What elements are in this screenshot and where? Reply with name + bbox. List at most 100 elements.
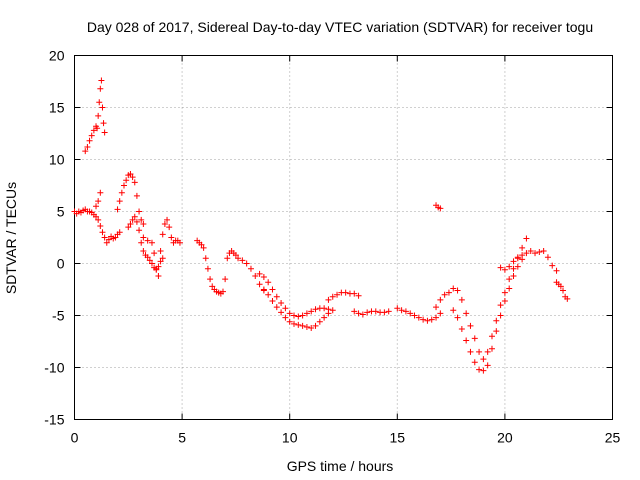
data-point	[467, 348, 474, 355]
data-point	[415, 314, 422, 321]
data-point	[116, 229, 123, 236]
grid	[74, 55, 613, 420]
data-point	[101, 234, 108, 241]
data-point	[510, 265, 517, 272]
data-point	[351, 290, 358, 297]
data-point	[282, 314, 289, 321]
data-point	[467, 322, 474, 329]
data-point	[471, 335, 478, 342]
data-point	[493, 328, 500, 335]
data-point	[445, 289, 452, 296]
data-points	[71, 77, 571, 374]
data-point	[157, 248, 164, 255]
data-point	[424, 317, 431, 324]
data-point	[209, 283, 216, 290]
data-point	[273, 304, 280, 311]
data-point	[114, 206, 121, 213]
data-point	[120, 182, 127, 189]
data-point	[159, 255, 166, 262]
data-point	[411, 312, 418, 319]
data-point	[93, 213, 100, 220]
data-point	[557, 283, 564, 290]
data-point	[484, 348, 491, 355]
data-point	[278, 300, 285, 307]
data-point	[308, 308, 315, 315]
data-point	[260, 287, 267, 294]
data-point	[476, 348, 483, 355]
data-point	[176, 239, 183, 246]
data-point	[321, 305, 328, 312]
data-point	[138, 239, 145, 246]
data-point	[131, 213, 138, 220]
data-point	[480, 356, 487, 363]
data-point	[514, 254, 521, 261]
data-point	[90, 127, 97, 134]
data-point	[441, 291, 448, 298]
data-point	[86, 137, 93, 144]
data-point	[325, 310, 332, 317]
data-point	[148, 260, 155, 267]
data-point	[312, 306, 319, 313]
data-point	[265, 279, 272, 286]
y-tick-label: 10	[49, 152, 65, 168]
data-point	[519, 252, 526, 259]
data-point	[265, 291, 272, 298]
data-point	[103, 239, 110, 246]
data-point	[506, 276, 513, 283]
data-point	[433, 314, 440, 321]
data-point	[291, 312, 298, 319]
x-tick-label: 10	[282, 430, 298, 446]
data-point	[299, 322, 306, 329]
data-point	[532, 250, 539, 257]
data-point	[458, 326, 465, 333]
data-point	[501, 289, 508, 296]
data-point	[243, 260, 250, 267]
data-point	[316, 318, 323, 325]
data-point	[540, 248, 547, 255]
data-point	[155, 272, 162, 279]
data-point	[420, 316, 427, 323]
data-point	[148, 239, 155, 246]
data-point	[96, 99, 103, 106]
data-point	[95, 198, 102, 205]
data-point	[295, 313, 302, 320]
y-tick-label: -5	[52, 308, 65, 324]
data-point	[458, 296, 465, 303]
data-point	[450, 307, 457, 314]
data-point	[256, 270, 263, 277]
data-point	[200, 244, 207, 251]
data-point	[506, 285, 513, 292]
data-point	[560, 287, 567, 294]
data-point	[312, 322, 319, 329]
y-axis-label: SDTVAR / TECUs	[3, 182, 19, 294]
data-point	[282, 305, 289, 312]
data-point	[437, 296, 444, 303]
chart-title: Day 028 of 2017, Sidereal Day-to-day VTE…	[87, 19, 593, 35]
data-point	[523, 250, 530, 257]
data-point	[84, 144, 91, 151]
data-point	[484, 362, 491, 369]
data-point	[510, 272, 517, 279]
data-point	[232, 252, 239, 259]
data-point	[97, 223, 104, 230]
data-point	[95, 112, 102, 119]
data-point	[146, 257, 153, 264]
data-point	[260, 274, 267, 281]
data-point	[510, 258, 517, 265]
data-point	[433, 304, 440, 311]
data-point	[93, 203, 100, 210]
data-point	[88, 132, 95, 139]
data-point	[476, 366, 483, 373]
data-point	[140, 248, 147, 255]
data-point	[101, 129, 108, 136]
data-point	[219, 288, 226, 295]
data-point	[454, 314, 461, 321]
x-tick-label: 25	[605, 430, 621, 446]
data-point	[359, 311, 366, 318]
data-point	[523, 235, 530, 242]
data-point	[488, 333, 495, 340]
data-point	[351, 308, 358, 315]
data-point	[329, 307, 336, 314]
data-point	[497, 264, 504, 271]
data-point	[471, 359, 478, 366]
